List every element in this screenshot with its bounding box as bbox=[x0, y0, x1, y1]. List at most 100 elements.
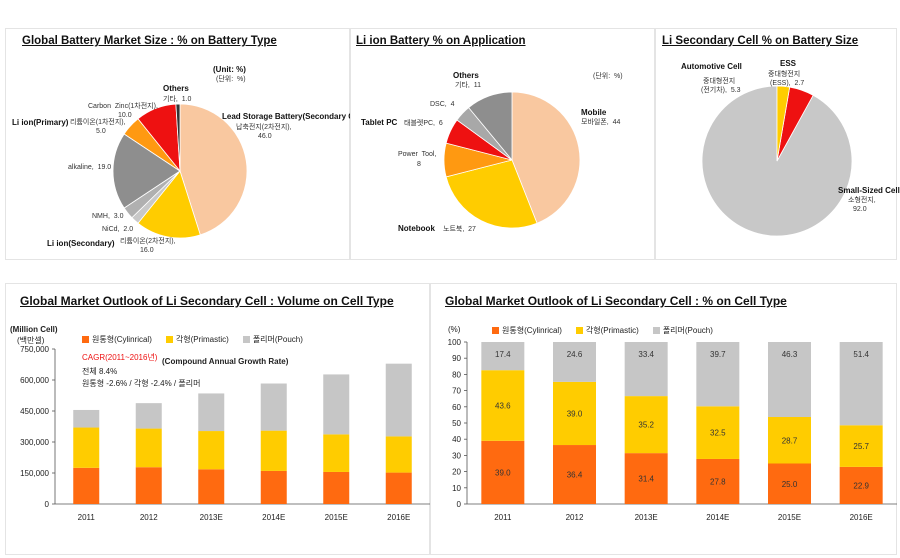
x-tick-label-2014e: 2014E bbox=[706, 513, 729, 522]
y-tick-label: 80 bbox=[452, 370, 461, 379]
bar-data-label: 43.6 bbox=[495, 402, 511, 411]
pie-slice-lead-storage-battery-secondary-cell bbox=[179, 103, 248, 236]
bar-segment-pouch-2016e bbox=[839, 342, 883, 426]
bar-data-label: 36.4 bbox=[567, 471, 583, 480]
x-tick-label-2016e: 2016E bbox=[387, 513, 410, 522]
pie2-label-others: Others bbox=[453, 71, 479, 80]
bar-segment-cylinrical-2014e bbox=[260, 470, 287, 504]
pie1-label-nicd: NiCd, 2.0 bbox=[102, 226, 134, 233]
x-tick-label-2012: 2012 bbox=[566, 513, 584, 522]
bar1-cagr-en: (Compound Annual Growth Rate) bbox=[162, 357, 289, 366]
bar-segment-primastic-2011 bbox=[73, 427, 100, 468]
bar-segment-cylinrical-2014e bbox=[696, 458, 740, 504]
legend2-item-pouch: 폴리머(Pouch) bbox=[652, 325, 713, 336]
bar-data-label: 31.4 bbox=[638, 475, 654, 484]
x-tick-label-2013e: 2013E bbox=[200, 513, 223, 522]
pie3-label-small-line2: 소형전지, bbox=[848, 197, 876, 204]
bar-data-label: 39.0 bbox=[567, 409, 583, 418]
pie2-label-tablet: Tablet PC bbox=[361, 118, 398, 127]
bar-segment-primastic-2012 bbox=[135, 428, 162, 468]
bar-segment-primastic-2015e bbox=[768, 417, 811, 464]
bar-segment-pouch-2011 bbox=[481, 342, 525, 371]
y-tick-label: 450,000 bbox=[20, 407, 49, 416]
pie3-label-auto-line2: 중대형전지 bbox=[703, 78, 736, 85]
x-tick-label-2013e: 2013E bbox=[635, 513, 658, 522]
pie1-label-li-primary-line3: 5.0 bbox=[96, 128, 106, 135]
pie1-unit-ko: (단위: %) bbox=[216, 76, 246, 83]
pie1-label-carbon: Carbon Zinc(1차전지), bbox=[88, 103, 158, 110]
x-tick-label-2012: 2012 bbox=[140, 513, 158, 522]
bar1-unit-ko: (백만셀) bbox=[17, 336, 45, 345]
bar-segment-cylinrical-2015e bbox=[768, 463, 811, 504]
bar-segment-primastic-2011 bbox=[481, 370, 525, 441]
bar-segment-pouch-2016e bbox=[385, 363, 412, 437]
bar-segment-primastic-2013e bbox=[198, 431, 225, 470]
pie3-label-small: Small-Sized Cell bbox=[838, 186, 900, 195]
bar-segment-pouch-2014e bbox=[260, 383, 287, 431]
y-tick-label: 750,000 bbox=[20, 345, 49, 354]
bar-data-label: 32.5 bbox=[710, 429, 726, 438]
bar1-title: Global Market Outlook of Li Secondary Ce… bbox=[20, 294, 394, 308]
y-tick-label: 600,000 bbox=[20, 376, 49, 385]
legend-item-pouch: 폴리머(Pouch) bbox=[242, 334, 303, 345]
pie3-title: Li Secondary Cell % on Battery Size bbox=[662, 35, 859, 47]
legend-label-pouch: 폴리머(Pouch) bbox=[252, 335, 303, 344]
x-tick-label-2015e: 2015E bbox=[325, 513, 348, 522]
pie1-label-li-primary: Li ion(Primary) bbox=[12, 118, 69, 127]
legend-swatch-cylindrical bbox=[82, 336, 89, 344]
legend2-item-cylindrical: 원통형(Cylinrical) bbox=[492, 325, 562, 336]
legend2-label-prismatic: 각형(Primastic) bbox=[585, 326, 639, 335]
y-tick-label: 40 bbox=[452, 435, 461, 444]
legend2-swatch-cylindrical bbox=[492, 327, 499, 335]
pie2-value-power: 8 bbox=[417, 161, 421, 168]
bar-data-label: 51.4 bbox=[853, 350, 869, 359]
bar-segment-pouch-2013e bbox=[624, 342, 668, 397]
bar-segment-pouch-2015e bbox=[323, 374, 350, 435]
y-tick-label: 60 bbox=[452, 403, 461, 412]
bar-segment-pouch-2014e bbox=[696, 342, 740, 407]
bar-segment-cylinrical-2013e bbox=[198, 469, 225, 504]
pie2-value-others: 기타, 11 bbox=[455, 82, 481, 89]
bar1-cagr-total: 전체 8.4% bbox=[82, 367, 118, 376]
bar-data-label: 22.9 bbox=[853, 481, 869, 490]
pie3-label-ess-line2: 중대형전지 bbox=[768, 71, 801, 78]
bar2-title: Global Market Outlook of Li Secondary Ce… bbox=[445, 294, 787, 308]
pie3-label-small-line3: 92.0 bbox=[853, 206, 867, 213]
pie1-label-li-primary-line2: 리튬이온(1차전지), bbox=[70, 119, 126, 126]
bar-data-label: 35.2 bbox=[638, 421, 654, 430]
pie-slice-li-ion-secondary bbox=[137, 170, 201, 239]
bar-segment-pouch-2012 bbox=[553, 342, 596, 382]
y-tick-label: 20 bbox=[452, 468, 461, 477]
y-tick-label: 50 bbox=[452, 419, 461, 428]
legend-swatch-pouch bbox=[242, 336, 250, 344]
bar-segment-primastic-2016e bbox=[839, 425, 883, 467]
y-tick-label: 100 bbox=[448, 338, 462, 347]
pie-slice-alkaline bbox=[112, 133, 181, 209]
pie3-label-auto: Automotive Cell bbox=[681, 62, 742, 71]
bar1-unit-en: (Million Cell) bbox=[10, 325, 58, 334]
legend2-swatch-pouch bbox=[652, 327, 660, 335]
bar-segment-cylinrical-2016e bbox=[839, 466, 883, 504]
pie3-label-ess-line3: (ESS), 2.7 bbox=[770, 80, 805, 87]
bar-segment-pouch-2012 bbox=[135, 403, 162, 429]
bar-segment-cylinrical-2012 bbox=[135, 467, 162, 504]
pie2-value-mobile: 모바일폰, 44 bbox=[581, 119, 621, 126]
bar-segment-cylinrical-2012 bbox=[553, 445, 596, 504]
pie1-label-lead-line2: 납축전지(2차전지), bbox=[236, 124, 292, 131]
legend2-label-cylindrical: 원통형(Cylinrical) bbox=[502, 326, 562, 335]
pie1-label-others: Others bbox=[163, 84, 189, 93]
bar-data-label: 24.6 bbox=[567, 350, 583, 359]
pie2-label-mobile: Mobile bbox=[581, 108, 607, 117]
legend-label-cylindrical: 원통형(Cylinrical) bbox=[92, 335, 152, 344]
pie1-label-nmh: NMH, 3.0 bbox=[92, 213, 124, 220]
pie1-label-carbon-value: 10.0 bbox=[118, 112, 132, 119]
bar-segment-primastic-2014e bbox=[260, 430, 287, 471]
bar1-cagr-detail: 원통형 -2.6% / 각형 -2.4% / 폴리머 bbox=[82, 379, 201, 388]
bar-data-label: 39.7 bbox=[710, 350, 726, 359]
x-tick-label-2016e: 2016E bbox=[850, 513, 873, 522]
pie1-label-lead-line3: 46.0 bbox=[258, 133, 272, 140]
legend-label-prismatic: 각형(Primastic) bbox=[175, 335, 229, 344]
